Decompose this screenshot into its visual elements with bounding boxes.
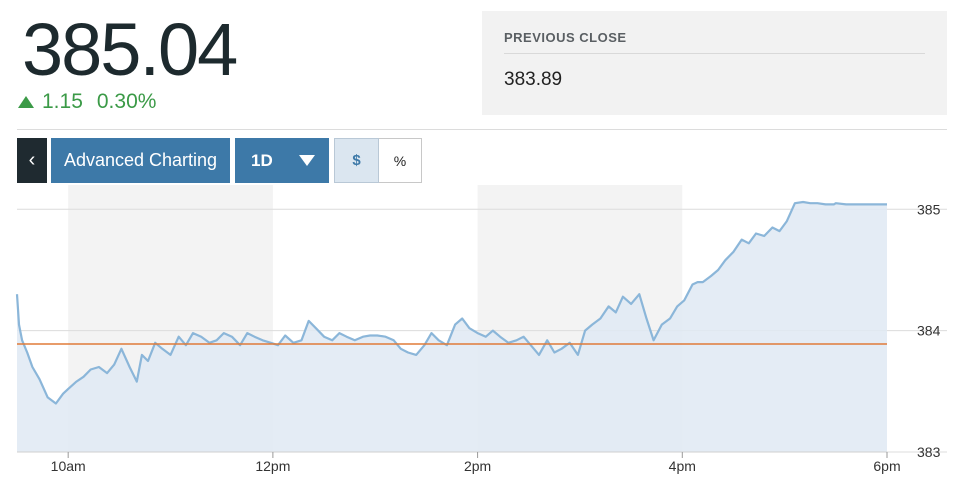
percent-mode-button[interactable]: %	[379, 138, 422, 183]
price-area	[17, 202, 887, 452]
price-line	[15, 200, 887, 405]
back-button[interactable]: ‹	[17, 138, 47, 183]
x-tick-label-2pm: 2pm	[464, 458, 491, 474]
change-percent: 0.30%	[96, 90, 157, 113]
x-tick-label-6pm: 6pm	[873, 458, 900, 474]
range-label: 1D	[251, 150, 273, 170]
y-tick-label-383: 383	[917, 444, 941, 460]
y-tick-label-384: 384	[917, 323, 941, 339]
change-value: 1.15	[42, 90, 83, 113]
previous-close-divider	[504, 53, 925, 54]
x-tick-label-12pm: 12pm	[255, 458, 290, 474]
dollar-mode-button[interactable]: $	[334, 138, 379, 183]
advanced-charting-button[interactable]: Advanced Charting	[51, 138, 230, 183]
x-tick-label-10am: 10am	[51, 458, 86, 474]
caret-down-icon	[299, 155, 315, 166]
x-tick-label-4pm: 4pm	[669, 458, 696, 474]
arrow-up-icon	[18, 96, 34, 108]
range-dropdown[interactable]: 1D	[235, 138, 329, 183]
previous-close-value: 383.89	[504, 69, 563, 90]
previous-close-panel: PREVIOUS CLOSE 383.89	[482, 11, 947, 115]
last-price: 385.04	[22, 8, 238, 91]
previous-close-label: PREVIOUS CLOSE	[504, 30, 627, 45]
chevron-left-icon: ‹	[28, 149, 36, 171]
price-change: 1.15 0.30%	[18, 90, 156, 114]
header-divider	[17, 129, 947, 130]
y-tick-label-385: 385	[917, 201, 941, 217]
